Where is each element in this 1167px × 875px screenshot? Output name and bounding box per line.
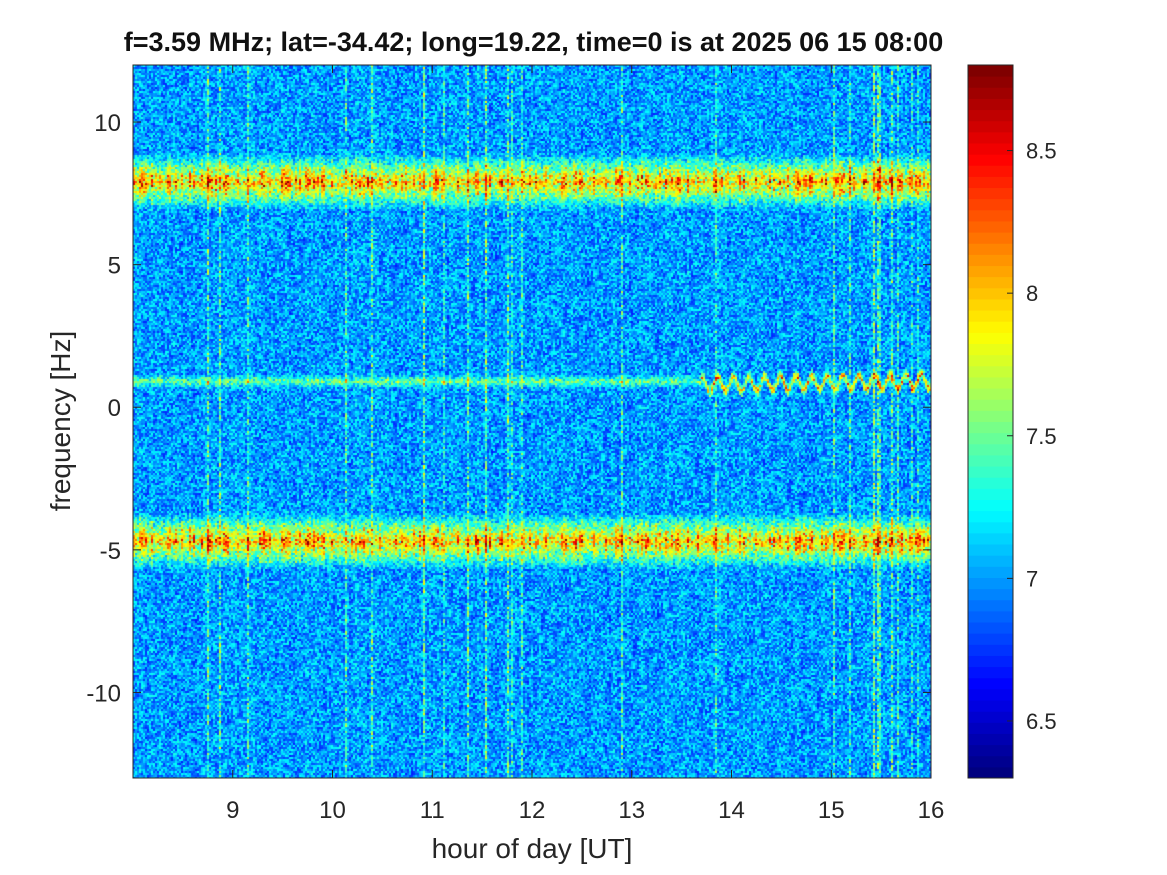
heatmap-canvas [133,65,931,778]
colorbar: 6.5 7 7.5 8 8.5 [967,64,1057,779]
colorbar-segment [968,766,1013,779]
spectrogram-area [133,65,931,778]
colorbar-segment [968,443,1013,456]
y-tick-label: -5 [100,538,121,565]
colorbar-segment [968,622,1013,634]
colorbar-segment [968,376,1013,389]
colorbar-segment [968,544,1013,556]
x-tick-label: 15 [818,797,845,824]
colorbar-segment [968,744,1013,757]
colorbar-segment [968,109,1013,122]
colorbar-tick-label: 8.5 [1026,139,1057,164]
colorbar-segment [968,733,1013,746]
colorbar-segment [968,700,1013,712]
x-tick-label: 9 [226,797,239,824]
colorbar-segment [968,209,1013,222]
colorbar-segment [968,454,1013,467]
colorbar-segment [968,354,1013,367]
colorbar-segment [968,332,1013,345]
colorbar-segment [968,298,1013,311]
colorbar-segment [968,421,1013,434]
y-tick-label: 5 [108,253,121,280]
colorbar-segment [968,588,1013,601]
colorbar-segment [968,87,1013,99]
colorbar-segment [968,232,1013,244]
colorbar-segment [968,555,1013,567]
x-tick-label: 13 [618,797,645,824]
colorbar-segment [968,254,1013,267]
colorbar-segment [968,599,1013,612]
colorbar-segment [968,142,1013,155]
colorbar-segment [968,343,1013,356]
colorbar-segment [968,755,1013,768]
colorbar-segment [968,120,1013,133]
colorbar-segment [968,677,1013,690]
y-tick-label: 10 [94,110,121,137]
colorbar-segment [968,655,1013,668]
colorbar-segment [968,466,1013,478]
colorbar-segment [968,165,1013,177]
x-axis-label: hour of day [UT] [432,833,633,864]
colorbar-segment [968,711,1013,723]
colorbar-segment [968,644,1013,656]
colorbar-segment [968,287,1013,300]
colorbar-tick-label: 7.5 [1026,424,1057,449]
colorbar-segment [968,432,1013,445]
colorbar-segment [968,388,1013,400]
x-tick-label: 12 [519,797,546,824]
colorbar-segment [968,688,1013,701]
x-tick-label: 10 [319,797,346,824]
colorbar-segment [968,154,1013,166]
chart-title: f=3.59 MHz; lat=-34.42; long=19.22, time… [123,27,944,57]
colorbar-segment [968,510,1013,523]
colorbar-tick-label: 7 [1026,566,1038,591]
colorbar-segment [968,131,1013,144]
x-axis: 9 10 11 12 13 14 15 16 [226,65,944,824]
colorbar-segment [968,477,1013,489]
colorbar-segment [968,187,1013,200]
colorbar-segment [968,198,1013,211]
colorbar-segment [968,65,1013,77]
colorbar-segment [968,399,1013,411]
colorbar-segment [968,532,1013,545]
colorbar-segment [968,98,1013,111]
colorbar-segment [968,499,1013,512]
colorbar-segment [968,666,1013,679]
colorbar-segment [968,365,1013,378]
colorbar-segment [968,220,1013,233]
y-tick-label: -10 [86,680,121,707]
x-tick-label: 14 [718,797,745,824]
colorbar-segment [968,566,1013,578]
colorbar-segment [968,633,1013,645]
colorbar-segment [968,521,1013,534]
colorbar-tick-label: 8 [1026,281,1038,306]
y-axis: -10 -5 0 5 10 [86,110,931,707]
x-tick-label: 11 [420,797,445,824]
colorbar-segment [968,410,1013,422]
colorbar-segment [968,176,1013,189]
y-axis-label: frequency [Hz] [45,331,76,512]
colorbar-segment [968,265,1013,278]
y-tick-label: 0 [108,395,121,422]
colorbar-segment [968,488,1013,500]
colorbar-tick-label: 6.5 [1026,709,1057,734]
colorbar-segment [968,76,1013,88]
colorbar-segment [968,577,1013,590]
colorbar-segment [968,610,1013,623]
colorbar-segment [968,243,1013,255]
x-tick-label: 16 [918,797,945,824]
colorbar-segment [968,310,1013,322]
colorbar-segment [968,276,1013,289]
colorbar-segment [968,321,1013,333]
colorbar-segment [968,722,1013,734]
colorbar-frame [967,64,1014,779]
